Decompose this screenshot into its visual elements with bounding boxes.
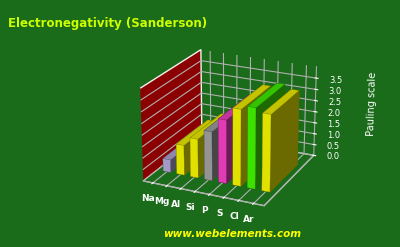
Text: www.webelements.com: www.webelements.com [163, 229, 301, 239]
Text: Electronegativity (Sanderson): Electronegativity (Sanderson) [8, 17, 207, 30]
